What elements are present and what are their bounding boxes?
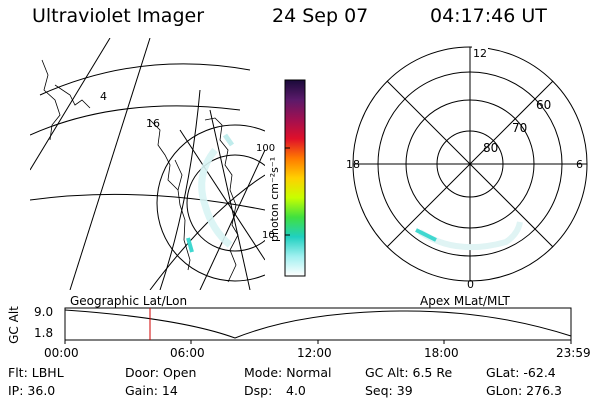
time-readout: 04:17:46 UT — [430, 5, 547, 27]
coastline — [149, 119, 191, 271]
ip-readout: IP: 36.0 — [8, 383, 56, 398]
colorbar-gradient — [284, 79, 306, 277]
polar-plot: 12 18 6 0 60 70 80 — [346, 46, 588, 288]
geo-grid-circle — [156, 124, 265, 282]
orbit-altitude-curve — [64, 309, 572, 339]
geo-grid-line — [39, 63, 251, 96]
app-title: Ultraviolet Imager — [32, 5, 205, 27]
geo-grid-line — [69, 38, 151, 290]
polar-aurora-oval — [415, 221, 523, 251]
colorbar-tick-10: 10 — [262, 230, 275, 241]
polar-mlt-left: 18 — [346, 158, 360, 171]
polar-lat-70: 70 — [512, 121, 527, 135]
orbit-x-tick-0600: 06:00 — [170, 346, 205, 360]
orbit-x-tick-2359: 23:59 — [556, 346, 591, 360]
colorbar-unit-label: photon cm⁻²s⁻¹ — [268, 157, 281, 242]
polar-mlt-right: 6 — [576, 158, 583, 171]
door-readout: Door: Open — [125, 365, 197, 380]
gc-alt-readout: GC Alt: 6.5 Re — [365, 365, 453, 380]
orbit-y-max: 9.0 — [34, 305, 54, 319]
glon-readout: GLon: 276.3 — [486, 383, 562, 398]
flt-readout: Flt: LBHL — [8, 365, 64, 380]
polar-mlt-top: 12 — [473, 47, 487, 60]
geo-grid-line — [30, 38, 111, 171]
colorbar-tick-100: 100 — [256, 143, 275, 154]
date-readout: 24 Sep 07 — [272, 5, 369, 27]
polar-meridian-diag — [386, 80, 554, 248]
coastline — [54, 84, 91, 109]
geo-grid-line — [199, 149, 265, 290]
colorbar: 100 10 photon cm⁻²s⁻¹ — [256, 79, 306, 277]
coastline — [204, 117, 239, 283]
gain-readout: Gain: 14 — [125, 383, 178, 398]
geo-label-16: 16 — [146, 117, 160, 130]
dsp-value: 4.0 — [286, 383, 306, 398]
orbit-x-tick-1200: 12:00 — [297, 346, 332, 360]
orbit-y-min: 1.8 — [34, 326, 54, 340]
geo-grid-line — [30, 193, 265, 211]
seq-readout: Seq: 39 — [365, 383, 413, 398]
orbit-frame — [64, 307, 572, 341]
glat-readout: GLat: -62.4 — [486, 365, 556, 380]
dsp-label: Dsp: — [244, 383, 273, 398]
geo-aurora — [186, 133, 235, 253]
geo-grid-line — [179, 129, 265, 261]
coastline — [41, 59, 61, 141]
orbit-x-tick-0000: 00:00 — [44, 346, 79, 360]
polar-mlt-bottom: 0 — [467, 278, 474, 288]
orbit-left-caption: Geographic Lat/Lon — [70, 294, 188, 308]
coastline — [174, 159, 183, 191]
polar-lat-60: 60 — [536, 98, 551, 112]
orbit-x-tick-1800: 18:00 — [424, 346, 459, 360]
geo-label-4: 4 — [100, 90, 107, 103]
geo-grid-line — [209, 109, 251, 290]
geo-grid-line — [159, 89, 201, 290]
polar-lat-80: 80 — [483, 141, 498, 155]
geo-grid-circle — [186, 154, 265, 252]
mode-readout: Mode: Normal — [244, 365, 332, 380]
orbit-right-caption: Apex MLat/MLT — [420, 294, 510, 308]
